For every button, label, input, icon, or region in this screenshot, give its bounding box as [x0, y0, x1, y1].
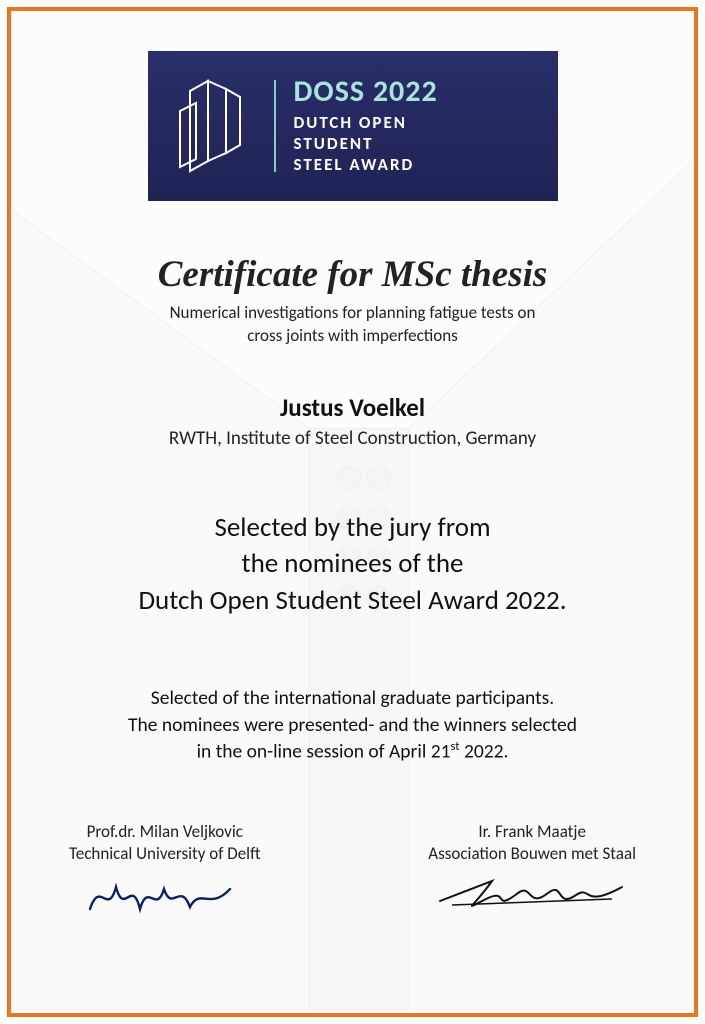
signature-left: Prof.dr. Milan Veljkovic Technical Unive…: [69, 821, 261, 921]
logo-subtitle-line: STUDENT: [294, 133, 438, 154]
recipient-affiliation: RWTH, Institute of Steel Construction, G…: [169, 427, 536, 450]
logo-text-block: DOSS 2022 DUTCH OPEN STUDENT STEEL AWARD: [294, 76, 438, 175]
details-line3-pre: in the on-line session of April 21: [197, 739, 451, 763]
signature-scribble-icon: [80, 869, 250, 921]
details-line: The nominees were presented- and the win…: [128, 712, 577, 738]
certificate-title: Certificate for MSc thesis: [158, 253, 548, 296]
event-details: Selected of the international graduate p…: [128, 685, 577, 764]
logo-subtitle-line: STEEL AWARD: [294, 154, 438, 175]
details-line: Selected of the international graduate p…: [128, 685, 577, 711]
thesis-title: Numerical investigations for planning fa…: [170, 302, 536, 348]
selection-line: Selected by the jury from: [138, 510, 566, 546]
signer-org: Association Bouwen met Staal: [428, 843, 636, 865]
logo-title: DOSS 2022: [294, 76, 438, 108]
details-line: in the on-line session of April 21st 202…: [128, 738, 577, 765]
certificate-content: DOSS 2022 DUTCH OPEN STUDENT STEEL AWARD…: [11, 11, 694, 1013]
signer-name: Prof.dr. Milan Veljkovic: [69, 821, 261, 843]
details-line3-post: 2022.: [460, 739, 509, 763]
logo-subtitle: DUTCH OPEN STUDENT STEEL AWARD: [294, 112, 438, 176]
signer-org: Technical University of Delft: [69, 843, 261, 865]
doss-logo-icon: [170, 71, 256, 181]
logo-subtitle-line: DUTCH OPEN: [294, 112, 438, 133]
thesis-title-line: cross joints with imperfections: [170, 325, 536, 348]
selection-line: the nominees of the: [138, 546, 566, 582]
details-line3-sup: st: [450, 739, 459, 754]
selection-statement: Selected by the jury from the nominees o…: [138, 510, 566, 619]
signatures-row: Prof.dr. Milan Veljkovic Technical Unive…: [51, 821, 654, 921]
recipient-name: Justus Voelkel: [280, 392, 425, 423]
signature-right: Ir. Frank Maatje Association Bouwen met …: [428, 821, 636, 921]
logo-divider: [274, 80, 276, 172]
certificate-frame: DOSS 2022 DUTCH OPEN STUDENT STEEL AWARD…: [7, 7, 698, 1017]
doss-logo-box: DOSS 2022 DUTCH OPEN STUDENT STEEL AWARD: [148, 51, 558, 201]
signature-scribble-icon: [432, 869, 632, 921]
selection-line: Dutch Open Student Steel Award 2022.: [138, 583, 566, 619]
thesis-title-line: Numerical investigations for planning fa…: [170, 302, 536, 325]
signer-name: Ir. Frank Maatje: [428, 821, 636, 843]
